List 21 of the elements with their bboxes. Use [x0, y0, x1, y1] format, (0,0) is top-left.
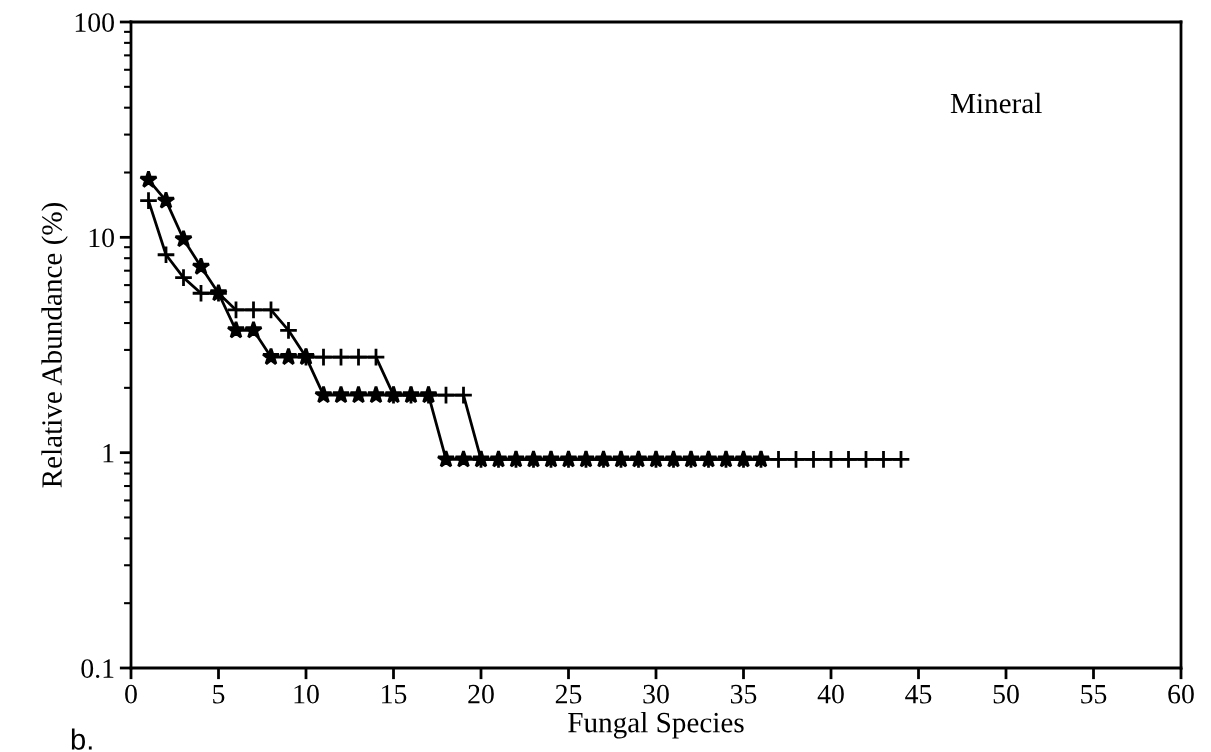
- y-tick-label: 10: [89, 228, 114, 248]
- x-tick-label: 55: [1081, 685, 1107, 704]
- x-tick-label: 35: [730, 684, 757, 704]
- x-tick-label: 0: [125, 684, 137, 704]
- x-tick-label: 30: [643, 684, 669, 704]
- x-tick-label: 10: [294, 684, 319, 704]
- text: b.: [71, 728, 92, 750]
- annotation: Mineral: [950, 92, 1042, 114]
- x-tick-label: 15: [382, 684, 407, 704]
- x-tick-label: 40: [817, 684, 844, 704]
- x-tick-label: 20: [468, 684, 494, 704]
- x-tick-label: 60: [1168, 684, 1194, 704]
- y-axis-title: Relative Abundance (%): [41, 202, 68, 488]
- y-tick-label: 1: [103, 443, 114, 463]
- x-tick-label: 5: [213, 685, 225, 704]
- x-axis-title: Fungal Species: [568, 711, 744, 739]
- y-tick-label: 100: [75, 13, 114, 32]
- y-tick-label: 0.1: [81, 659, 114, 679]
- x-tick-label: 25: [555, 684, 582, 704]
- x-tick-label: 50: [993, 684, 1019, 704]
- x-tick-label: 45: [905, 684, 932, 704]
